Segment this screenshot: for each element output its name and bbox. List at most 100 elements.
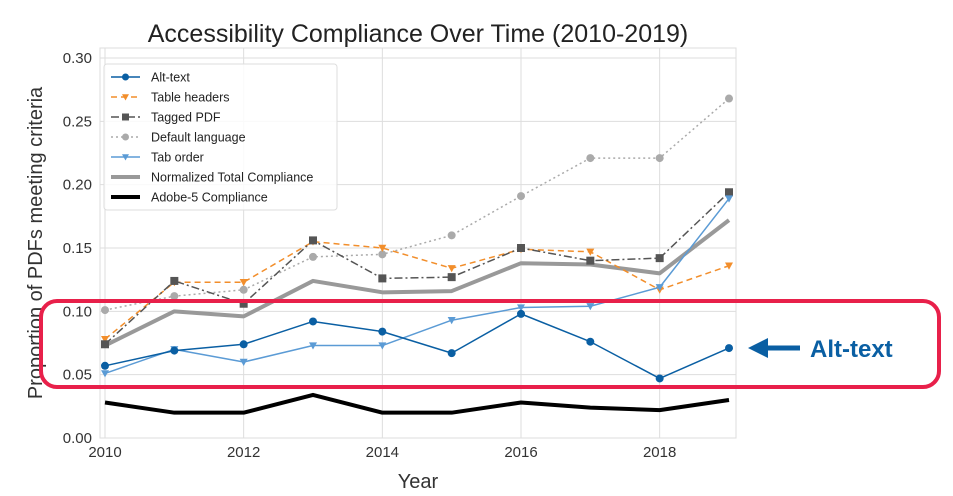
- legend-box: [103, 63, 338, 211]
- x-tick-label: 2018: [643, 444, 676, 461]
- data-point: [447, 273, 456, 282]
- x-axis-label: Year: [398, 471, 439, 493]
- data-point: [378, 327, 387, 336]
- series-adobe-5-compliance: [104, 392, 730, 415]
- data-point: [725, 262, 733, 270]
- data-point: [239, 340, 248, 349]
- legend-item: Normalized Total Compliance: [111, 171, 313, 185]
- y-tick-label: 0.10: [63, 303, 92, 320]
- series-line: [104, 191, 730, 345]
- data-point: [122, 73, 129, 81]
- data-point: [239, 279, 248, 287]
- data-point: [586, 256, 595, 265]
- data-point: [378, 244, 387, 252]
- series-line: [104, 218, 731, 348]
- annotation-label: Alt-text: [810, 336, 893, 363]
- data-point: [239, 299, 248, 308]
- legend-label: Tab order: [151, 151, 204, 165]
- data-point: [122, 133, 129, 141]
- x-ticks: 2010 2012 2014 2016 2018: [88, 444, 676, 461]
- legend: Alt-text Table headers Tagged PDF Default l…: [103, 63, 338, 211]
- legend-item: Adobe-5 Compliance: [111, 191, 268, 205]
- data-point: [725, 195, 733, 203]
- data-point: [309, 252, 317, 261]
- data-point: [378, 342, 387, 350]
- data-point: [170, 346, 179, 355]
- data-point: [655, 154, 664, 163]
- data-point: [447, 231, 456, 240]
- series-line: [104, 313, 730, 380]
- data-point: [122, 113, 129, 121]
- legend-label: Default language: [151, 131, 246, 145]
- data-point: [170, 292, 179, 301]
- data-point: [447, 317, 456, 325]
- data-point: [101, 336, 109, 344]
- series-line: [104, 240, 730, 340]
- legend-item: Alt-text: [111, 71, 190, 85]
- data-point: [101, 370, 109, 378]
- data-point: [655, 254, 664, 263]
- data-point: [586, 154, 595, 163]
- legend-item: Table headers: [111, 91, 230, 105]
- data-point: [725, 188, 733, 197]
- data-point: [517, 304, 525, 312]
- y-tick-label: 0.25: [63, 113, 92, 130]
- series-group: [101, 94, 733, 415]
- chart-title: Accessibility Compliance Over Time (2010…: [148, 20, 689, 48]
- data-point: [309, 317, 317, 326]
- data-point: [101, 306, 109, 315]
- y-axis-label: Proportion of PDFs meeting criteria: [25, 86, 47, 399]
- series-line: [104, 392, 730, 415]
- data-point: [309, 236, 317, 245]
- data-point: [378, 274, 387, 283]
- data-point: [586, 248, 595, 256]
- series-alt-text: [101, 309, 733, 383]
- series-line: [104, 198, 730, 375]
- x-tick-label: 2012: [227, 444, 260, 461]
- data-point: [447, 349, 456, 358]
- legend-label: Adobe-5 Compliance: [151, 191, 268, 205]
- data-point: [447, 265, 456, 273]
- data-point: [725, 344, 733, 353]
- data-point: [517, 244, 525, 252]
- data-point: [517, 309, 525, 318]
- data-point: [170, 276, 179, 285]
- data-point: [309, 342, 317, 350]
- data-point: [101, 361, 109, 370]
- data-point: [586, 303, 595, 311]
- data-point: [239, 285, 248, 294]
- data-point: [101, 340, 109, 349]
- y-tick-label: 0.30: [63, 50, 92, 67]
- plot-frame: [99, 47, 737, 439]
- legend-item: Tagged PDF: [111, 111, 221, 125]
- y-tick-label: 0.20: [63, 177, 92, 194]
- data-point: [122, 94, 129, 101]
- y-tick-label: 0.00: [63, 430, 92, 447]
- x-tick-label: 2010: [88, 444, 121, 461]
- data-point: [586, 337, 595, 346]
- legend-label: Alt-text: [151, 71, 190, 85]
- legend-item: Default language: [111, 131, 246, 145]
- highlight-box: [39, 299, 941, 389]
- data-point: [655, 374, 664, 383]
- series-normalized-total-compliance: [104, 218, 731, 348]
- legend-label: Tagged PDF: [151, 111, 221, 125]
- data-point: [517, 192, 525, 201]
- data-point: [239, 358, 248, 366]
- legend-item: Tab order: [111, 151, 204, 165]
- y-tick-label: 0.15: [63, 240, 92, 257]
- legend-label: Normalized Total Compliance: [151, 171, 313, 185]
- data-point: [122, 154, 129, 161]
- legend-label: Table headers: [151, 91, 230, 105]
- series-tab-order: [101, 195, 733, 378]
- data-point: [725, 94, 733, 103]
- y-ticks: 0.00 0.05 0.10 0.15 0.20 0.25 0.30: [63, 50, 92, 447]
- series-tagged-pdf: [101, 188, 733, 349]
- x-tick-label: 2016: [504, 444, 537, 461]
- data-point: [378, 250, 387, 259]
- y-tick-label: 0.05: [63, 367, 92, 384]
- annotation-arrow: [748, 338, 800, 358]
- x-tick-label: 2014: [366, 444, 399, 461]
- data-point: [655, 284, 664, 292]
